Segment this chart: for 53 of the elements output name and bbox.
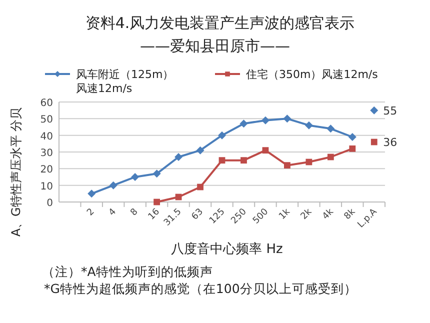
y-tick-label: 50 — [40, 114, 53, 126]
x-tick-label: 500 — [251, 206, 271, 226]
point — [284, 162, 290, 169]
chart-title: 资料4.风力发电装置产生声波的感官表示 — [85, 14, 355, 32]
point — [154, 198, 160, 206]
point — [196, 146, 204, 154]
point — [240, 120, 248, 128]
text: *G特性为超低频声的感觉（在100分贝以上可感受到） — [44, 281, 357, 296]
legend-label: 住宅（350m）风速12m/s — [246, 68, 378, 81]
point — [349, 145, 356, 152]
point — [326, 124, 335, 133]
y-axis-title: A、G特性声压水平 分贝 — [9, 107, 23, 237]
x-tick-label: 2 — [86, 207, 97, 218]
point — [174, 153, 183, 161]
chart-subtitle: ——爱知县田原市—— — [140, 37, 290, 55]
x-tick-label: 250 — [230, 206, 250, 226]
point — [218, 131, 226, 140]
point — [152, 170, 161, 178]
point — [262, 147, 269, 154]
x-tick-label: 8k — [342, 206, 358, 222]
y-tick-label: 10 — [40, 181, 53, 192]
point — [261, 116, 270, 124]
point — [283, 114, 292, 123]
data-label: 36 — [383, 136, 398, 149]
x-tick-label: 4 — [107, 206, 119, 218]
x-tick-label: 1k — [278, 206, 293, 222]
point — [348, 133, 356, 141]
x-tick-label: 8 — [129, 206, 140, 218]
point — [218, 157, 226, 164]
point — [197, 184, 204, 190]
x-axis-title: 八度音中心频率 Hz — [171, 241, 284, 257]
text: （注）*A特性为听到的低频声 — [42, 264, 213, 279]
y-tick-label: 30 — [40, 148, 53, 159]
x-tick-label: 125 — [208, 207, 228, 226]
point — [327, 154, 334, 160]
y-tick-label: 0 — [46, 198, 53, 209]
point — [131, 173, 140, 181]
y-tick-label: 20 — [40, 164, 53, 176]
x-tick-label: 16 — [146, 206, 162, 222]
point — [370, 106, 378, 114]
point — [88, 190, 96, 198]
y-tick-label: 40 — [40, 131, 53, 142]
point — [370, 138, 378, 146]
point — [304, 121, 313, 130]
data-label: 55 — [383, 104, 398, 118]
point — [240, 157, 247, 164]
legend-label: 风车附近（125m）风速12m/s — [76, 68, 174, 95]
y-tick-label: 60 — [40, 98, 53, 109]
x-tick-label: 63 — [190, 207, 206, 222]
point — [306, 158, 312, 166]
point — [109, 181, 118, 190]
x-tick-label: 2k — [299, 206, 315, 222]
x-tick-label: 4k — [320, 206, 336, 222]
